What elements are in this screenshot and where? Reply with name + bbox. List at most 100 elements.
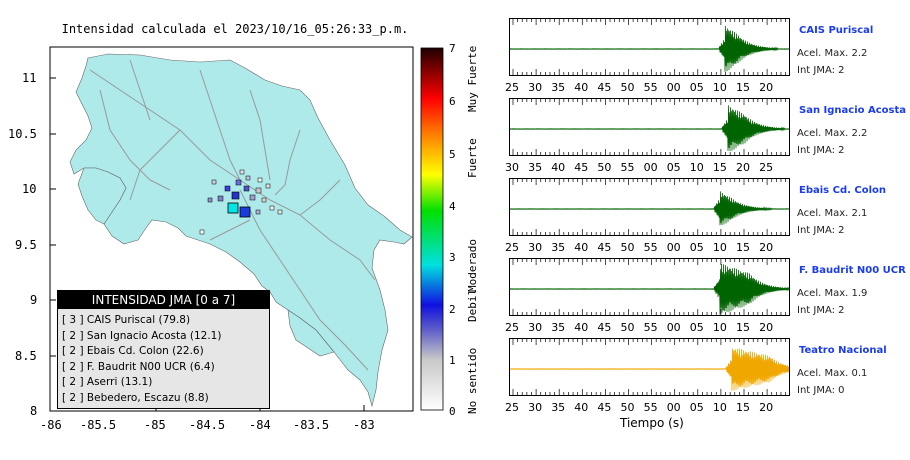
legend-label: F. Baudrit N00 UCR (6.4) [86,360,215,373]
station-marker [245,175,251,181]
accel-max: Acel. Max. 0.1 [797,368,868,379]
scale-tick: 4 [449,200,456,213]
int-jma: Int JMA: 2 [797,225,845,236]
time-tick-label: 20 [759,241,774,254]
time-tick-label: 45 [574,161,589,174]
int-jma: Int JMA: 2 [797,305,845,316]
station-marker [249,194,256,201]
time-tick-label: 25 [759,161,774,174]
accel-max: Acel. Max. 2.2 [797,128,868,139]
time-tick-label: 25 [505,241,519,254]
nicoya-peninsula [77,167,127,225]
legend-item: [ 3 ] CAIS Puriscal (79.8) [62,313,269,329]
station-marker [255,187,262,194]
station-marker [255,209,261,215]
time-tick-label: 55 [643,321,658,334]
station-marker [199,229,205,235]
accel-max: Acel. Max. 2.2 [797,48,868,59]
time-tick-label: 40 [551,161,566,174]
int-jma: Int JMA: 2 [797,145,845,156]
station-name: Ebais Cd. Colon [799,185,887,196]
station-name: F. Baudrit N00 UCR [799,265,906,276]
trace-panel [509,258,790,316]
station-marker [239,169,245,175]
time-tick-row: 30 35 40 45 50 55 00 05 10 15 20 25 [505,161,790,175]
x-tick: -83 [353,418,375,432]
osa-peninsula [287,309,335,357]
legend-level: [ 3 ] [62,314,84,326]
trace-panel [509,18,790,76]
time-tick-label: 05 [689,241,704,254]
time-tick-label: 55 [643,241,658,254]
scale-tick: 1 [449,354,456,367]
scale-word: No sentido [466,347,479,414]
scale-tick: 5 [449,148,456,161]
time-tick-label: 40 [574,241,589,254]
time-tick-label: 05 [666,161,681,174]
time-tick-label: 45 [597,241,612,254]
waveform-line [510,348,789,391]
time-tick-label: 20 [759,321,774,334]
legend-item: [ 2 ] Bebedero, Escazu (8.8) [62,391,269,407]
x-tick: -85 [144,418,166,432]
scale-tick: 3 [449,251,456,264]
waveform [510,19,789,75]
time-tick-label: 10 [712,401,727,414]
time-tick-row: 25 30 35 40 45 50 55 00 05 10 15 20 [505,241,790,255]
scale-word: Debil [466,288,479,322]
time-tick-label: 35 [551,401,566,414]
time-tick-label: 50 [620,321,635,334]
station-marker [265,183,271,189]
time-tick-label: 00 [666,321,681,334]
scale-word: Muy Fuerte [466,45,479,112]
station-marker [207,197,213,203]
time-tick-label: 45 [597,321,612,334]
legend-level: [ 2 ] [62,360,84,373]
scale-tick: 0 [449,405,456,418]
time-tick-label: 55 [643,401,658,414]
time-tick-label: 05 [689,321,704,334]
time-tick-label: 30 [505,161,519,174]
y-tick: 10 [22,182,37,196]
time-tick-label: 50 [620,81,635,94]
waveform [510,339,789,395]
waveform-line [510,105,789,152]
legend-level: [ 2 ] [62,376,84,388]
x-tick: -83.5 [293,418,330,432]
waveform-line [510,263,789,315]
x-axis-label: Tiempo (s) [620,416,684,430]
station-markers [199,169,283,235]
y-tick: 9 [30,293,38,307]
time-tick-label: 15 [736,81,750,94]
time-tick-label: 50 [597,161,612,174]
time-tick-label: 10 [712,241,727,254]
time-tick-label: 30 [528,401,543,414]
x-tick: -84.5 [189,418,226,432]
time-tick-label: 30 [528,81,543,94]
time-tick-label: 20 [759,81,774,94]
time-tick-label: 40 [574,81,589,94]
intensity-legend: INTENSIDAD JMA [0 a 7] [ 3 ] CAIS Purisc… [57,290,270,409]
legend-item: [ 2 ] F. Baudrit N00 UCR (6.4) [62,360,269,376]
legend-label: Aserri (13.1) [86,376,153,388]
y-tick: 8 [30,404,38,418]
time-tick-label: 05 [689,401,704,414]
legend-item: [ 2 ] Ebais Cd. Colon (22.6) [62,344,269,360]
legend-title: INTENSIDAD JMA [0 a 7] [58,291,269,309]
legend-item: [ 2 ] San Ignacio Acosta (12.1) [62,329,269,345]
station-name: San Ignacio Acosta [799,105,907,116]
time-tick-row: 25 30 35 40 45 50 55 00 05 10 15 20 [505,401,790,415]
time-tick-label: 25 [505,401,519,414]
time-tick-label: 35 [551,81,566,94]
legend-label: Ebais Cd. Colon (22.6) [86,345,204,357]
legend-label: CAIS Puriscal (79.8) [86,314,191,326]
scale-tick: 6 [449,95,456,108]
time-tick-label: 35 [551,241,566,254]
time-tick-row: 25 30 35 40 45 50 55 00 05 10 15 20 [505,81,790,95]
time-tick-label: 50 [620,401,635,414]
trace-panel [509,98,790,156]
time-tick-label: 25 [505,81,519,94]
int-jma: Int JMA: 2 [797,65,845,76]
scale-word: Moderado [466,239,479,292]
waveform-line [510,25,789,72]
